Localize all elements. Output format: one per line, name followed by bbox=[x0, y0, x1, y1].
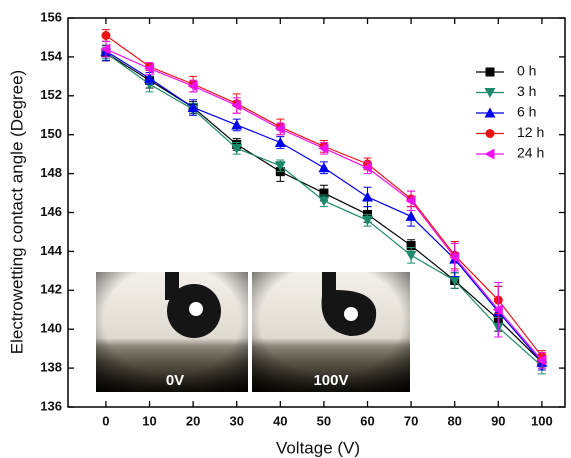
marker bbox=[484, 88, 496, 98]
y-tick-label: 142 bbox=[40, 282, 62, 297]
y-tick-label: 138 bbox=[40, 360, 62, 375]
marker bbox=[231, 119, 243, 130]
x-tick-label: 40 bbox=[273, 413, 287, 428]
legend-label: 24 h bbox=[517, 145, 544, 161]
y-tick-label: 152 bbox=[40, 87, 62, 102]
x-tick-label: 30 bbox=[229, 413, 243, 428]
x-tick-label: 90 bbox=[491, 413, 505, 428]
marker bbox=[405, 250, 417, 261]
y-tick-label: 150 bbox=[40, 126, 62, 141]
marker bbox=[318, 142, 329, 154]
marker bbox=[405, 195, 416, 207]
photo-label: 0V bbox=[166, 372, 184, 389]
x-axis-title: Voltage (V) bbox=[276, 438, 360, 457]
x-tick-label: 80 bbox=[447, 413, 461, 428]
legend-label: 0 h bbox=[517, 63, 536, 79]
marker bbox=[187, 101, 199, 112]
y-tick-label: 154 bbox=[40, 48, 62, 63]
marker bbox=[484, 107, 496, 118]
marker bbox=[100, 43, 111, 55]
marker bbox=[362, 162, 373, 174]
marker bbox=[318, 196, 330, 207]
photo-label: 100V bbox=[313, 372, 348, 389]
marker bbox=[362, 191, 374, 202]
y-axis-title: Electrowetting contact angle (Degree) bbox=[7, 70, 26, 354]
marker bbox=[492, 304, 503, 316]
x-tick-label: 70 bbox=[404, 413, 418, 428]
x-tick-label: 0 bbox=[102, 413, 109, 428]
legend-label: 3 h bbox=[517, 83, 536, 99]
legend-label: 12 h bbox=[517, 124, 544, 140]
marker bbox=[405, 210, 417, 221]
marker bbox=[318, 162, 330, 173]
y-tick-label: 148 bbox=[40, 165, 62, 180]
marker bbox=[231, 143, 243, 154]
marker bbox=[187, 80, 198, 92]
marker bbox=[484, 148, 495, 160]
x-tick-label: 50 bbox=[317, 413, 331, 428]
marker bbox=[274, 161, 286, 172]
marker bbox=[274, 136, 286, 147]
marker bbox=[319, 188, 329, 198]
marker bbox=[274, 123, 285, 135]
x-tick-label: 10 bbox=[142, 413, 156, 428]
marker bbox=[485, 67, 495, 77]
marker bbox=[406, 241, 416, 251]
marker bbox=[449, 276, 461, 287]
marker bbox=[536, 354, 547, 366]
inset-photos: 0V 100V bbox=[96, 272, 410, 392]
x-tick-label: 100 bbox=[531, 413, 553, 428]
marker bbox=[362, 215, 374, 226]
legend-label: 6 h bbox=[517, 104, 536, 120]
marker bbox=[144, 63, 155, 75]
y-tick-label: 144 bbox=[40, 243, 62, 258]
y-tick-label: 140 bbox=[40, 321, 62, 336]
y-tick-label: 156 bbox=[40, 9, 62, 24]
marker bbox=[485, 129, 495, 138]
x-tick-label: 60 bbox=[360, 413, 374, 428]
marker bbox=[144, 72, 156, 83]
marker bbox=[101, 31, 111, 41]
y-tick-label: 136 bbox=[40, 398, 62, 413]
marker bbox=[231, 100, 242, 112]
x-tick-label: 20 bbox=[186, 413, 200, 428]
y-tick-label: 146 bbox=[40, 204, 62, 219]
marker bbox=[449, 251, 460, 263]
